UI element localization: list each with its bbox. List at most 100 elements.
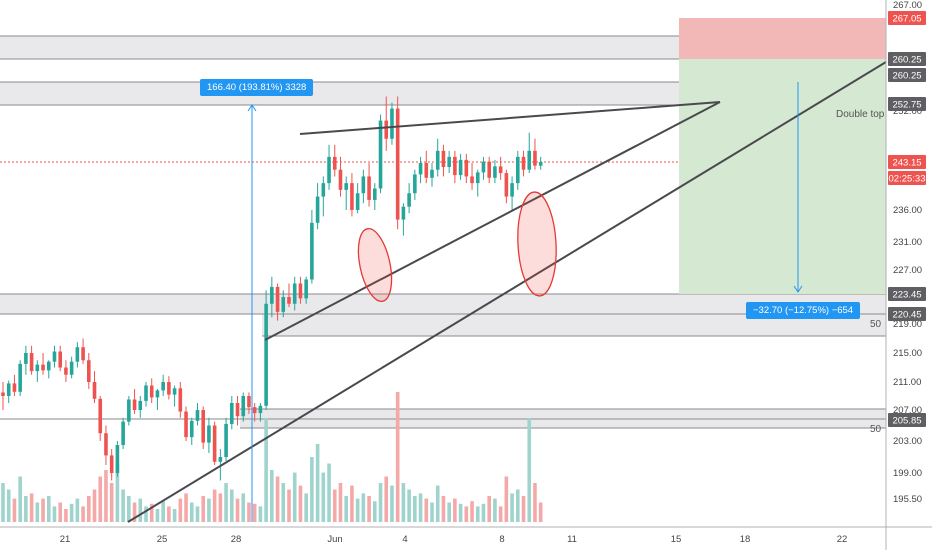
volume-bar: [413, 496, 417, 522]
candle-body: [258, 405, 263, 414]
volume-bar: [155, 509, 160, 522]
candle-body: [98, 398, 103, 434]
volume-bar: [390, 485, 394, 522]
price-badge-label: 243.15: [892, 158, 921, 169]
candle-body: [401, 206, 406, 220]
measure-down-label[interactable]: −32.70 (−12.75%) −654: [746, 302, 861, 319]
volume-bar: [367, 496, 371, 522]
volume-bar: [361, 493, 366, 522]
candle-body: [230, 403, 234, 424]
candle-body: [144, 385, 148, 401]
candle-body: [138, 400, 143, 410]
volume-bar: [12, 498, 17, 522]
price-badge: [888, 97, 926, 111]
candle-body: [75, 347, 80, 362]
candle-body: [195, 410, 200, 421]
candle-body: [218, 457, 223, 462]
measure-up-label[interactable]: 166.40 (193.81%) 3328: [200, 79, 314, 96]
volume-bar: [498, 506, 503, 522]
candle-body: [189, 420, 194, 438]
candle-body: [224, 423, 228, 457]
candle-body: [344, 183, 348, 190]
volume-bar: [430, 502, 434, 522]
volume-bar: [52, 506, 57, 522]
time-tick-label: 4: [402, 534, 407, 545]
price-tick-label: 211.00: [893, 377, 921, 388]
volume-bar: [521, 496, 526, 522]
volume-bar: [332, 489, 337, 522]
candle-body: [504, 173, 509, 197]
price-tick-label: 207.00: [893, 405, 922, 416]
volume-bar: [344, 496, 348, 522]
candle-body: [338, 169, 343, 190]
volume-bar: [207, 498, 211, 522]
candle-body: [424, 163, 429, 178]
candle-body: [121, 421, 125, 445]
volume-bar: [338, 483, 343, 522]
candle-body: [167, 382, 171, 395]
price-axis-bg: [886, 0, 932, 550]
volume-bar: [538, 502, 543, 522]
volume-bar: [281, 483, 286, 522]
candle-body: [52, 351, 57, 362]
price-badge-label: 260.25: [892, 71, 921, 82]
candle-body: [315, 196, 320, 223]
volume-bar: [218, 493, 223, 522]
candle-body: [453, 156, 457, 176]
candle-body: [413, 174, 417, 194]
time-tick-label: 11: [567, 534, 577, 545]
drawings[interactable]: Double top: [127, 61, 887, 523]
price-tick-label: 215.00: [893, 348, 922, 359]
time-tick-label: 28: [231, 534, 242, 545]
volume-bar: [516, 489, 520, 522]
volume-bar: [69, 503, 74, 522]
price-tick-label: 227.00: [893, 265, 922, 276]
volume-bar: [327, 463, 331, 522]
candle-body: [81, 347, 85, 361]
volume-bar: [161, 501, 165, 522]
candle-body: [24, 353, 28, 364]
candle-body: [178, 388, 183, 412]
volume-bar: [115, 463, 120, 522]
candle-body: [361, 176, 366, 194]
candle-body: [109, 455, 114, 473]
volume-bar: [441, 496, 446, 522]
volume-bar: [189, 502, 194, 522]
candle-body: [516, 156, 520, 184]
candle-body: [538, 162, 543, 166]
volume-bar: [6, 489, 11, 522]
candle-body: [184, 411, 188, 438]
candle-body: [470, 176, 474, 184]
candle-body: [332, 156, 337, 170]
volume-bar: [304, 493, 308, 522]
price-badge: [888, 155, 926, 169]
volume-bar: [270, 470, 274, 522]
volume-bar: [75, 498, 80, 522]
price-tick-label: 219.00: [893, 319, 922, 330]
candle-body: [373, 188, 377, 200]
candle-body: [350, 183, 354, 210]
resistance-trendline: [299, 101, 721, 135]
candle-body: [12, 383, 17, 392]
volume-bar: [453, 498, 457, 522]
candle-body: [115, 445, 120, 473]
candle-body: [384, 120, 389, 139]
zone-band: [0, 294, 886, 314]
volume-bar: [418, 493, 423, 522]
volume-bars: [1, 392, 543, 522]
candle-body: [264, 303, 268, 406]
volume-bar: [149, 503, 154, 522]
price-badge-label: 267.05: [892, 14, 921, 25]
highlight-ellipse: [517, 191, 557, 297]
position-tool[interactable]: [679, 18, 886, 294]
volume-bar: [109, 483, 114, 522]
price-badge-label: 223.45: [892, 290, 921, 301]
volume-bar: [475, 506, 480, 522]
volume-bar: [527, 418, 532, 522]
measure-down-arrowhead: [793, 285, 803, 293]
volume-bar: [132, 502, 137, 522]
candle-body: [58, 351, 62, 368]
